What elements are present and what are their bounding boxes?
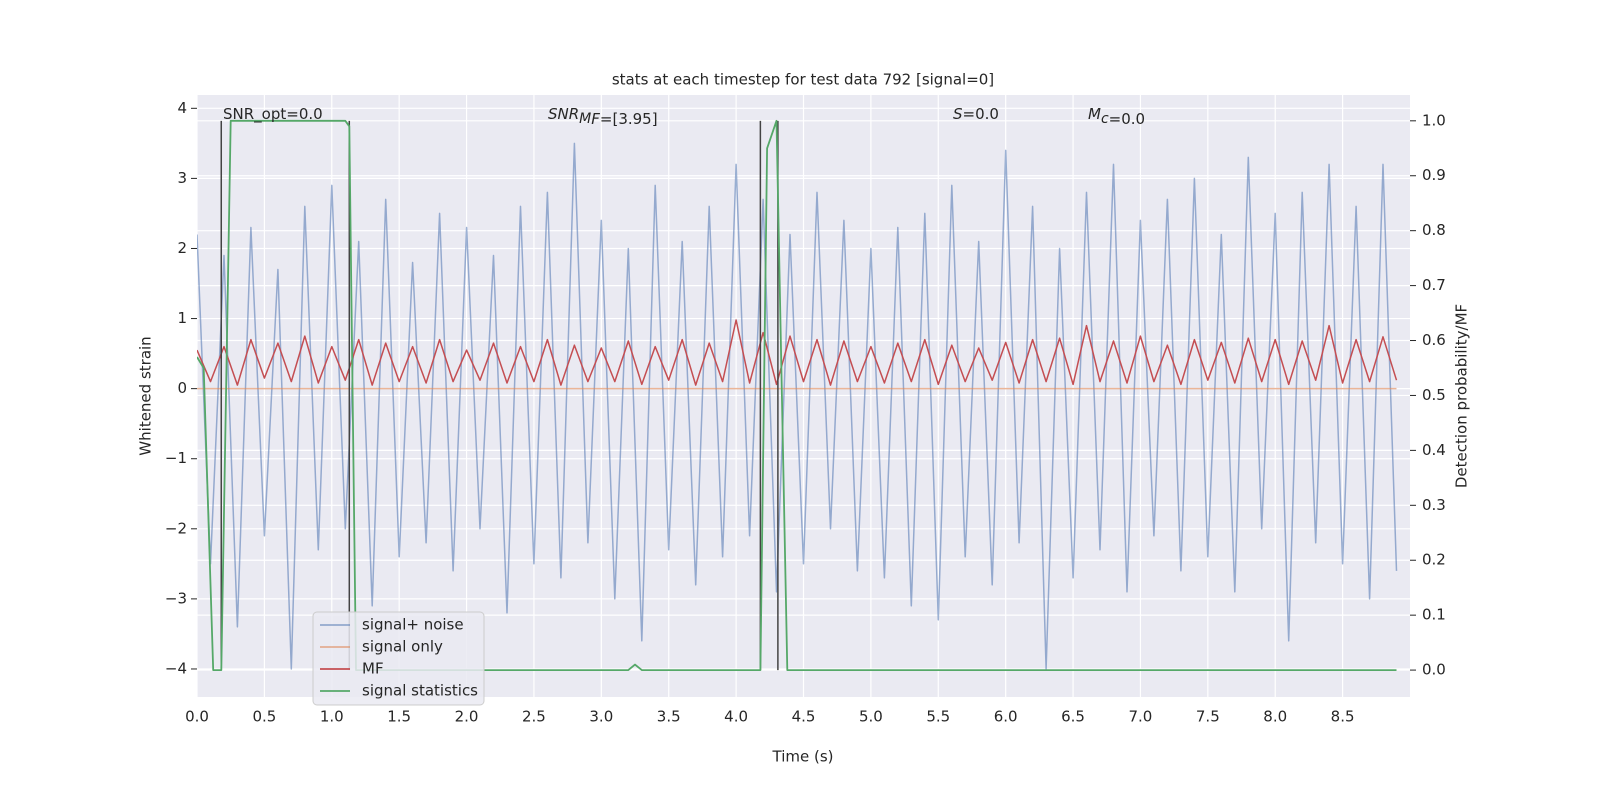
annotation-rest: =0.0 <box>963 105 999 123</box>
y2-tick-label: 0.1 <box>1422 606 1446 624</box>
legend-box <box>312 611 485 706</box>
annotation-base: S <box>953 105 963 123</box>
annotation: SNR_opt=0.0 <box>223 105 323 124</box>
x-tick-label: 3.5 <box>657 708 681 726</box>
y-tick-label: −1 <box>165 449 187 467</box>
axes: 0.0 0.5 1.0 1.5 2.0 2.5 3.0 3.5 4.0 4.5 5.0 5.5 6.0 6… <box>165 99 1446 726</box>
y2-tick-label: 0.7 <box>1422 276 1446 294</box>
annotation-rest: =0.0 <box>1109 110 1145 128</box>
legend-label: signal only <box>362 638 443 656</box>
annotation-base: M <box>1088 105 1101 123</box>
series-line <box>197 142 1398 670</box>
y-tick-label: 4 <box>177 99 187 117</box>
x-axis-label: Time (s) <box>772 748 834 766</box>
x-tick-label: 5.5 <box>926 708 950 726</box>
x-tick-label: 1.5 <box>387 708 411 726</box>
y-tick-label: 1 <box>177 309 187 327</box>
y2-tick-label: 0.8 <box>1422 221 1446 239</box>
y2-tick-label: 0.6 <box>1422 331 1446 349</box>
x-tick-label: 4.5 <box>792 708 816 726</box>
annotation-base: SNR_opt=0.0 <box>223 105 323 124</box>
series-line <box>197 119 1397 671</box>
x-tick-label: 7.5 <box>1196 708 1220 726</box>
y-tick-label: 2 <box>177 239 187 257</box>
legend-label: signal+ noise <box>362 616 464 634</box>
annotation-tail: F <box>591 110 600 128</box>
annotation-base: SNR <box>548 105 579 123</box>
y-tick-label: −3 <box>165 589 187 607</box>
annotation-sub: c <box>1101 111 1109 127</box>
series-line <box>197 319 1398 386</box>
x-tick-label: 2.5 <box>522 708 546 726</box>
y-axis-label: Whitened strain <box>137 336 155 455</box>
y-tick-label: 3 <box>177 169 187 187</box>
annotation: S=0.0 <box>953 105 999 123</box>
annotation-rest: =[3.95] <box>600 110 658 128</box>
x-tick-label: 0.5 <box>252 708 276 726</box>
x-tick-label: 7.0 <box>1129 708 1153 726</box>
x-tick-label: 4.0 <box>724 708 748 726</box>
x-tick-label: 1.0 <box>320 708 344 726</box>
x-tick-label: 8.0 <box>1263 708 1287 726</box>
y2-tick-label: 0.4 <box>1422 441 1446 459</box>
x-tick-label: 6.0 <box>994 708 1018 726</box>
y2-tick-label: 0.0 <box>1422 661 1446 679</box>
y2-axis-label: Detection probability/MF <box>1453 304 1471 488</box>
x-tick-label: 8.5 <box>1331 708 1355 726</box>
chart-title: stats at each timestep for test data 792… <box>612 71 994 89</box>
y2-tick-label: 0.9 <box>1422 166 1446 184</box>
x-tick-label: 6.5 <box>1061 708 1085 726</box>
y2-tick-label: 0.5 <box>1422 386 1446 404</box>
annotation: SNRMF=[3.95] <box>548 105 658 128</box>
y2-tick-label: 0.3 <box>1422 496 1446 514</box>
x-tick-label: 5.0 <box>859 708 883 726</box>
legend: signal+ noise signal only MF signal statist… <box>312 611 485 706</box>
y2-tick-label: 0.2 <box>1422 551 1446 569</box>
x-tick-label: 3.0 <box>589 708 613 726</box>
annotation: Mc=0.0 <box>1088 105 1145 128</box>
legend-label: signal statistics <box>362 682 478 700</box>
x-tick-label: 2.0 <box>455 708 479 726</box>
y-tick-label: −4 <box>165 659 187 677</box>
legend-label: MF <box>362 660 384 678</box>
annotation-sub: M <box>579 111 591 127</box>
plot <box>197 119 1398 671</box>
y-tick-label: −2 <box>165 519 187 537</box>
y2-tick-label: 1.0 <box>1422 111 1446 129</box>
x-tick-label: 0.0 <box>185 708 209 726</box>
y-tick-label: 0 <box>177 379 187 397</box>
